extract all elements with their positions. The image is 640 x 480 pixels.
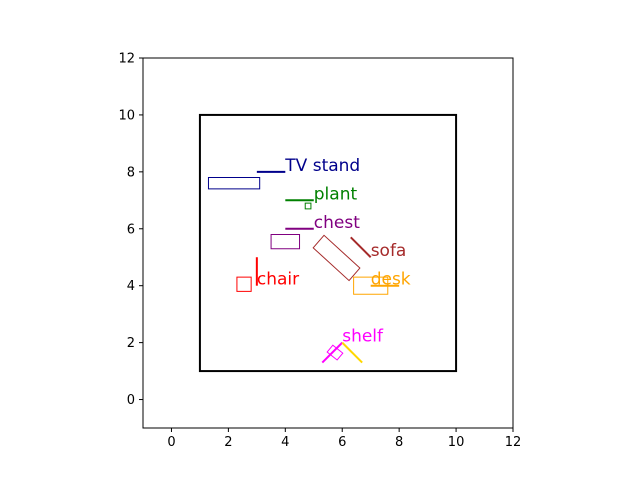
item-box-sofa <box>312 234 361 282</box>
item-label-shelf: shelf <box>342 327 384 347</box>
items-layer: TV stand plant chest sofa chair desk shelf <box>207 156 411 364</box>
y-tick-label: 8 <box>127 165 135 180</box>
item-unlabeled-7 <box>341 341 363 364</box>
axes-frame <box>142 57 514 429</box>
item-leader-unlabeled-7 <box>341 341 363 364</box>
x-tick-label: 10 <box>448 435 465 450</box>
item-label-sofa: sofa <box>371 241 407 261</box>
y-tick-label: 2 <box>127 336 135 351</box>
room-boundary <box>198 113 458 373</box>
item-chair: chair <box>236 257 299 292</box>
item-leader-sofa <box>350 236 372 258</box>
y-tick-label: 0 <box>127 393 135 408</box>
item-box-plant <box>304 202 312 210</box>
item-box-chest <box>270 233 301 250</box>
ticks-layer: 0 2 4 6 8 10 12 0 2 4 6 8 10 12 <box>118 52 521 451</box>
item-label-desk: desk <box>371 270 411 290</box>
x-tick-label: 6 <box>338 435 346 450</box>
item-label-plant: plant <box>314 184 358 204</box>
y-tick-label: 6 <box>127 222 135 237</box>
item-chest: chest <box>270 213 360 250</box>
room-layer <box>198 113 458 373</box>
y-tick-label: 12 <box>118 52 135 67</box>
item-sofa: sofa <box>312 234 407 282</box>
y-tick-label: 4 <box>127 279 135 294</box>
x-tick-label: 2 <box>224 435 232 450</box>
item-box-tv-stand <box>207 177 261 190</box>
x-tick-label: 8 <box>395 435 403 450</box>
item-plant: plant <box>285 184 358 210</box>
y-tick-label: 10 <box>118 108 135 123</box>
item-label-tv-stand: TV stand <box>284 156 360 176</box>
item-desk: desk <box>353 270 411 295</box>
item-label-chest: chest <box>314 213 360 233</box>
x-tick-label: 4 <box>281 435 289 450</box>
item-shelf: shelf <box>321 327 384 364</box>
x-tick-label: 12 <box>505 435 522 450</box>
x-tick-label: 0 <box>167 435 175 450</box>
item-leader-shelf <box>321 341 343 364</box>
item-tv-stand: TV stand <box>207 156 360 190</box>
item-box-chair <box>236 276 252 292</box>
item-box-shelf <box>326 344 344 361</box>
item-box-desk <box>353 276 389 295</box>
item-label-chair: chair <box>257 270 299 290</box>
